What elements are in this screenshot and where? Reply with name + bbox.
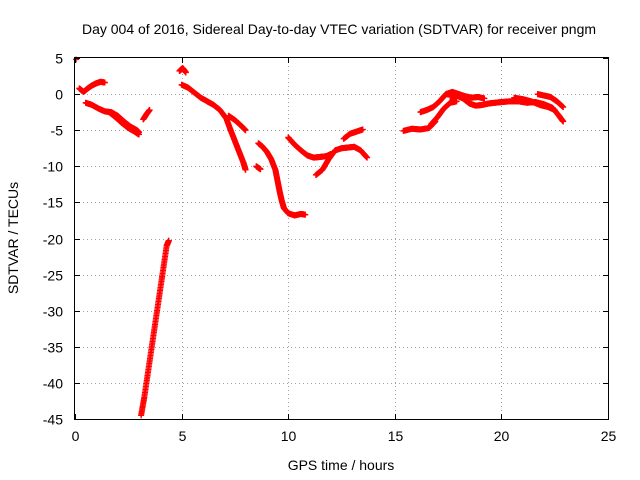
y-tick-label: -25 xyxy=(43,268,63,284)
data-point xyxy=(242,127,249,134)
x-tick-label: 0 xyxy=(72,428,80,444)
data-point xyxy=(560,118,567,125)
data-point xyxy=(453,98,460,105)
series-seg17 xyxy=(428,98,460,128)
y-tick-label: -10 xyxy=(43,159,63,175)
data-point xyxy=(257,166,264,173)
data-point xyxy=(560,104,567,111)
series-seg02 xyxy=(76,78,108,95)
x-tick-label: 15 xyxy=(388,428,404,444)
x-tick-label: 5 xyxy=(179,428,187,444)
series-seg14 xyxy=(340,126,366,142)
y-tick-label: -15 xyxy=(43,195,63,211)
y-tick-label: -45 xyxy=(43,412,63,428)
y-tick-label: -5 xyxy=(51,123,64,139)
x-tick-label: 20 xyxy=(494,428,510,444)
series-seg11 xyxy=(255,140,309,219)
x-tick-label: 25 xyxy=(601,428,617,444)
data-point xyxy=(242,166,249,173)
y-tick-label: 0 xyxy=(55,87,63,103)
data-point xyxy=(302,211,309,218)
chart-title: Day 004 of 2016, Sidereal Day-to-day VTE… xyxy=(82,21,596,37)
y-tick-label: -30 xyxy=(43,304,63,320)
data-point xyxy=(165,237,172,244)
data-point xyxy=(182,69,189,76)
series-seg19 xyxy=(511,94,558,113)
x-axis-label: GPS time / hours xyxy=(288,457,395,473)
series-seg10 xyxy=(253,163,264,173)
series-seg08 xyxy=(178,81,249,173)
axis-ticks: 0 5 10 15 20 25 5 0 -5 -10 -15 -20 -25 -30 -35 -40 -45 xyxy=(43,51,617,445)
series-seg13 xyxy=(312,143,371,178)
series-seg04 xyxy=(106,109,142,138)
x-tick-label: 10 xyxy=(281,428,297,444)
series-seg06 xyxy=(138,237,172,419)
data-point xyxy=(364,154,371,161)
plot-frame xyxy=(74,57,609,420)
series-seg20 xyxy=(534,91,567,111)
series-seg07 xyxy=(176,65,189,76)
y-tick-label: -35 xyxy=(43,340,63,356)
series-seg09 xyxy=(225,112,249,134)
data-point xyxy=(551,106,558,113)
series-seg05 xyxy=(140,106,153,123)
series-seg12 xyxy=(285,134,334,161)
grid-lines xyxy=(75,58,608,419)
data-point xyxy=(101,79,108,86)
y-tick-label: -20 xyxy=(43,232,63,248)
data-point xyxy=(146,106,153,113)
y-tick-label: 5 xyxy=(55,51,63,67)
y-axis-label: SDTVAR / TECUs xyxy=(5,182,21,294)
y-tick-label: -40 xyxy=(43,376,63,392)
data-point xyxy=(481,95,488,102)
data-point xyxy=(359,126,366,133)
data-point xyxy=(135,131,142,138)
data-points xyxy=(73,56,567,419)
